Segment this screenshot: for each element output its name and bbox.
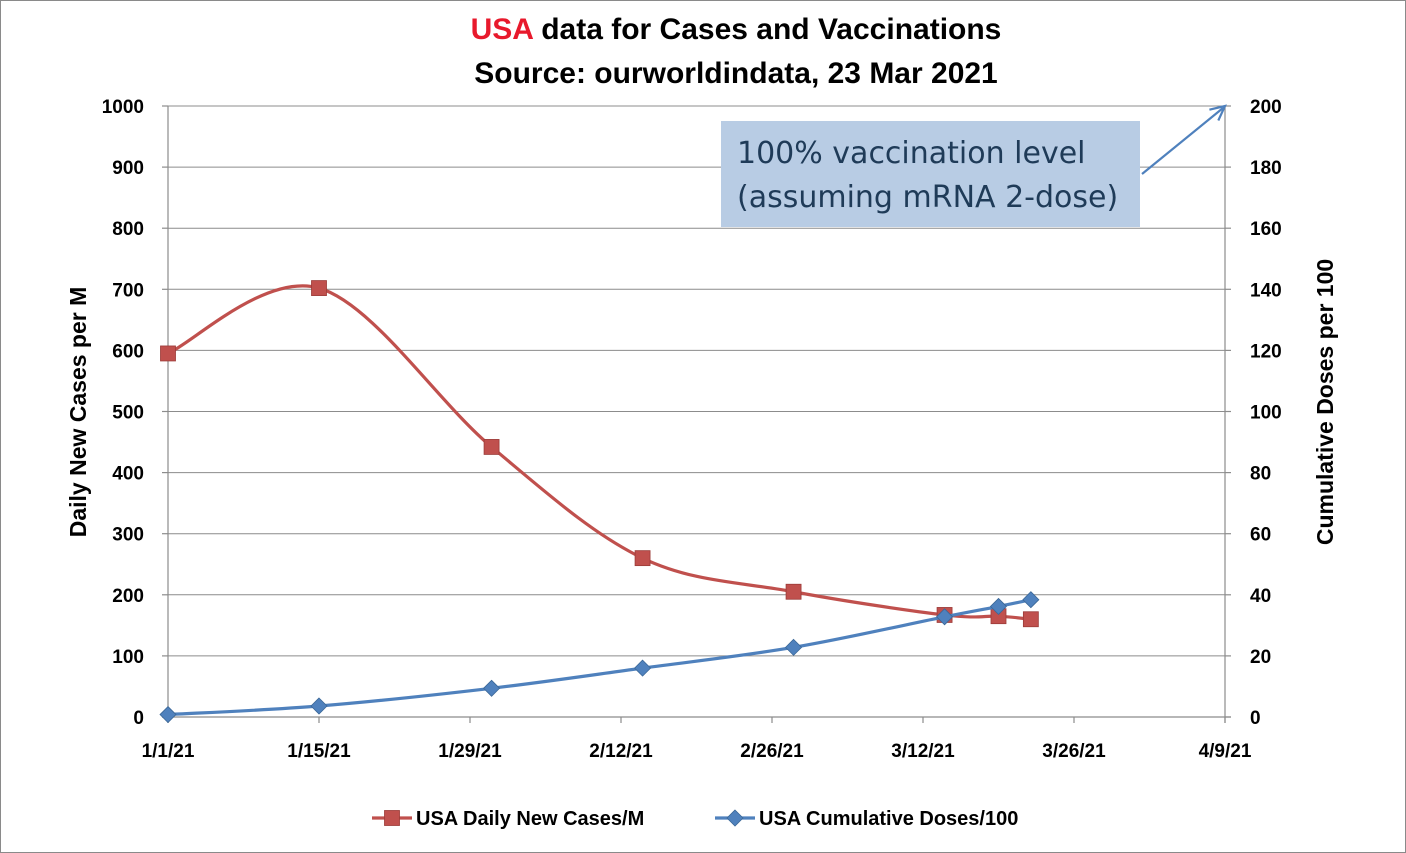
annotation-box [721, 121, 1140, 227]
x-tick-label-1/15/21: 1/15/21 [287, 741, 351, 762]
x-tick-label-1/29/21: 1/29/21 [438, 741, 502, 762]
chart-subtitle: Source: ourworldindata, 23 Mar 2021 [474, 57, 998, 90]
point-cases-0 [160, 345, 176, 362]
series-cases [160, 280, 1039, 628]
y2-tick-label-40: 40 [1250, 586, 1271, 607]
point-cases-3 [634, 550, 651, 567]
point-doses-1 [310, 697, 328, 715]
y2-tick-label-140: 140 [1250, 280, 1282, 301]
series-line-cases [166, 284, 1033, 621]
y-tick-label-800: 800 [112, 219, 144, 240]
x-tick-label-2/12/21: 2/12/21 [589, 741, 653, 762]
chart-title-highlight: USA [471, 13, 534, 46]
point-doses-3 [634, 659, 652, 677]
y2-tick-label-80: 80 [1250, 464, 1271, 485]
y-tick-label-500: 500 [112, 403, 144, 424]
y-tick-label-100: 100 [112, 647, 144, 668]
series-doses [159, 591, 1040, 724]
x-tick-label-2/26/21: 2/26/21 [740, 741, 804, 762]
y-tick-label-600: 600 [112, 341, 144, 362]
y2-tick-label-100: 100 [1250, 403, 1282, 424]
point-doses-6 [989, 597, 1008, 615]
legend-item-doses: USA Cumulative Doses/100 [715, 808, 1018, 830]
annotation-arrow [1141, 107, 1224, 175]
point-doses-4 [785, 638, 803, 656]
y2-tick-label-120: 120 [1250, 341, 1282, 362]
annotation-line-1: 100% vaccination level [737, 136, 1086, 171]
y-tick-label-0: 0 [133, 708, 144, 729]
y2-tick-label-160: 160 [1250, 219, 1282, 240]
legend-label-doses: USA Cumulative Doses/100 [759, 808, 1018, 830]
series-layer [159, 280, 1040, 724]
y-tick-label-700: 700 [112, 280, 144, 301]
point-doses-5 [936, 608, 954, 626]
series-line-doses [166, 598, 1033, 717]
point-cases-4 [785, 583, 802, 600]
y2-tick-label-180: 180 [1250, 158, 1282, 179]
y-tick-label-200: 200 [112, 586, 144, 607]
y2-tick-label-200: 200 [1250, 97, 1282, 118]
y-axis-label: Daily New Cases per M [65, 287, 91, 538]
point-cases-2 [483, 439, 500, 455]
point-cases-7 [1022, 611, 1039, 628]
point-doses-7 [1022, 591, 1040, 609]
point-doses-2 [483, 679, 501, 697]
x-tick-label-3/12/21: 3/12/21 [891, 741, 955, 762]
y-tick-labels: 0 100 200 300 400 500 600 700 800 900 1000 [102, 97, 168, 729]
y-tick-label-900: 900 [112, 158, 144, 179]
x-tick-labels: 1/1/21 1/15/21 1/29/21 2/12/21 2/26/21 3/12/2… [142, 717, 1252, 762]
y-tick-label-400: 400 [112, 464, 144, 485]
y2-axis-label: Cumulative Doses per 100 [1312, 259, 1338, 545]
y2-tick-label-20: 20 [1250, 647, 1271, 668]
y-tick-label-1000: 1000 [102, 97, 144, 118]
y-tick-label-300: 300 [112, 525, 144, 546]
legend: USA Daily New Cases/M USA Cumulative Dose… [372, 808, 1018, 830]
x-tick-label-1/1/21: 1/1/21 [142, 741, 195, 762]
annotation-arrowhead [1209, 104, 1227, 121]
annotation-line-2: (assuming mRNA 2-dose) [737, 180, 1118, 215]
annotation: 100% vaccination level (assuming mRNA 2-… [721, 104, 1227, 227]
legend-item-cases: USA Daily New Cases/M [372, 808, 644, 830]
point-cases-1 [311, 280, 327, 296]
chart-title-rest: data for Cases and Vaccinations [533, 13, 1002, 46]
legend-marker-doses [726, 809, 744, 827]
legend-marker-cases [384, 810, 400, 826]
point-doses-0 [159, 705, 177, 724]
x-tick-label-3/26/21: 3/26/21 [1042, 741, 1106, 762]
chart-title: USA data for Cases and Vaccinations [471, 13, 1002, 46]
x-tick-label-4/9/21: 4/9/21 [1199, 741, 1252, 762]
legend-label-cases: USA Daily New Cases/M [416, 808, 644, 830]
y2-tick-label-0: 0 [1250, 708, 1261, 729]
gridlines [168, 105, 1225, 657]
y2-tick-label-60: 60 [1250, 525, 1271, 546]
axes [162, 106, 1231, 723]
y2-tick-labels: 0 20 40 60 80 100 120 140 160 180 200 [1225, 97, 1282, 729]
